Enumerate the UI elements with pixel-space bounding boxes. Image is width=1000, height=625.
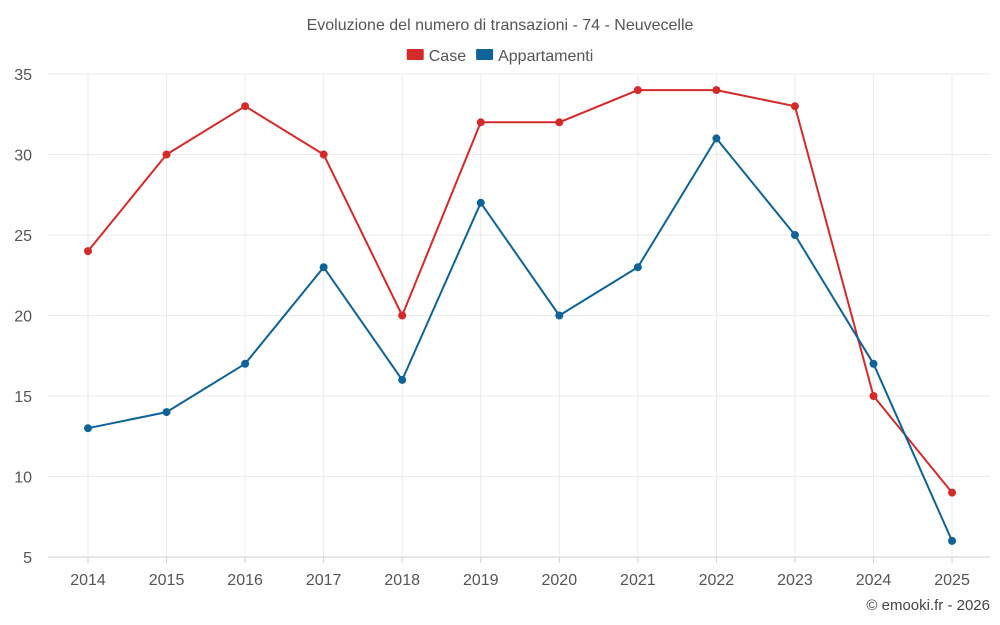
x-tick-label: 2018 [384,572,420,589]
x-tick-label: 2023 [777,572,813,589]
data-point-appartamenti[interactable] [712,134,721,143]
data-point-appartamenti[interactable] [476,198,485,207]
x-tick-label: 2015 [149,572,185,589]
legend-swatch [476,49,494,60]
x-tick-label: 2024 [856,572,892,589]
data-point-case[interactable] [319,150,328,159]
data-point-case[interactable] [633,86,642,95]
data-point-appartamenti[interactable] [948,536,957,545]
data-point-appartamenti[interactable] [319,263,328,272]
y-axis-ticks: 5 10 15 20 25 30 35 [14,67,32,567]
series-line-case [87,89,953,494]
data-point-appartamenti[interactable] [241,359,250,368]
data-point-case[interactable] [948,488,957,497]
y-tick-label: 20 [14,309,32,326]
y-tick-label: 35 [14,67,32,84]
chart-title: Evoluzione del numero di transazioni - 7… [307,17,694,34]
data-point-case[interactable] [398,311,407,320]
data-point-appartamenti[interactable] [633,263,642,272]
x-tick-label: 2020 [542,572,578,589]
data-point-appartamenti[interactable] [869,359,878,368]
data-point-case[interactable] [555,118,564,127]
legend-item-case[interactable]: Case [406,48,466,65]
x-tick-label: 2016 [227,572,263,589]
y-tick-label: 15 [14,389,32,406]
data-point-case[interactable] [241,102,250,111]
data-point-case[interactable] [790,102,799,111]
x-tick-label: 2022 [699,572,735,589]
data-point-appartamenti[interactable] [162,408,171,417]
legend-label: Case [429,48,466,65]
x-tick-label: 2021 [620,572,656,589]
data-point-case[interactable] [869,392,878,400]
data-point-case[interactable] [476,118,485,127]
y-tick-label: 30 [14,148,32,165]
data-point-appartamenti[interactable] [84,424,92,433]
x-tick-label: 2025 [934,572,970,589]
y-tick-label: 5 [23,550,32,567]
x-tick-label: 2019 [463,572,499,589]
legend-swatch [406,49,424,60]
data-point-case[interactable] [162,150,171,159]
legend-item-appartamenti[interactable]: Appartamenti [476,48,593,65]
data-point-case[interactable] [712,86,721,95]
grid [48,73,990,563]
legend: Case Appartamenti [406,48,593,65]
series-line-appartamenti [87,137,953,542]
data-point-appartamenti[interactable] [555,311,564,320]
series [84,86,957,545]
x-tick-label: 2014 [70,572,106,589]
data-point-appartamenti[interactable] [790,231,799,239]
legend-label: Appartamenti [498,48,593,65]
x-axis-ticks: 2014 2015 2016 2017 2018 2019 2020 2021 2022 2023… [70,572,970,589]
y-tick-label: 10 [14,470,32,487]
data-point-case[interactable] [84,247,92,256]
data-point-appartamenti[interactable] [398,375,407,384]
credit-text: © emooki.fr - 2026 [866,597,990,614]
y-tick-label: 25 [14,228,32,245]
x-tick-label: 2017 [306,572,342,589]
